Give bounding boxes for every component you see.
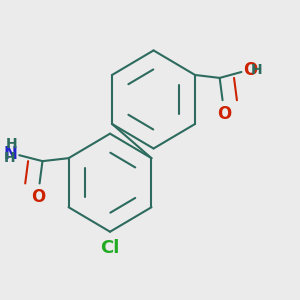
Text: O: O [31, 188, 45, 206]
Text: Cl: Cl [100, 239, 120, 257]
Text: O: O [243, 61, 257, 80]
Text: H: H [5, 137, 17, 151]
Text: H: H [251, 63, 262, 76]
Text: N: N [3, 145, 17, 163]
Text: H: H [4, 151, 16, 165]
Text: O: O [217, 105, 231, 123]
